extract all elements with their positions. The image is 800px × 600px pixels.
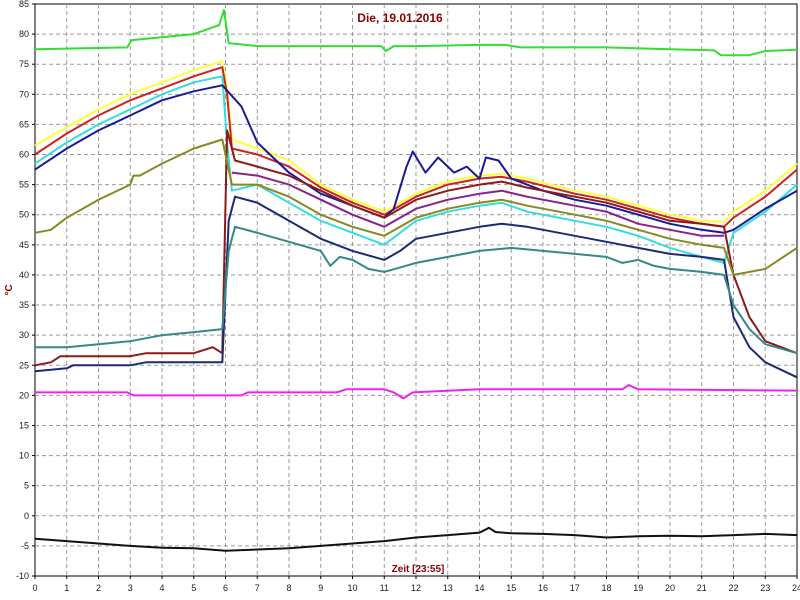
series-lines [34, 9, 798, 552]
y-tick-label: -5 [21, 541, 29, 551]
y-tick-label: 65 [19, 119, 29, 129]
x-tick-label: 13 [443, 583, 453, 593]
y-tick-label: 5 [24, 481, 29, 491]
series-line [35, 225, 798, 355]
y-axis-label: °C [4, 284, 15, 295]
y-tick-label: 70 [19, 89, 29, 99]
y-tick-label: 80 [19, 29, 29, 39]
y-tick-label: 35 [19, 300, 29, 310]
x-tick-label: 20 [665, 583, 675, 593]
y-tick-label: 50 [19, 210, 29, 220]
series-line [34, 138, 798, 276]
x-tick-label: 18 [601, 583, 611, 593]
y-tick-labels: -10 -5 0 5 10 15 20 25 30 35 40 45 50 55 60 65 70 75 80 85 [16, 0, 29, 581]
y-tick-label: 15 [19, 420, 29, 430]
x-tick-label: 22 [728, 583, 738, 593]
series-line [34, 84, 798, 234]
x-tick-label: 4 [159, 583, 164, 593]
x-axis-label: Zeit [23:55] [392, 564, 445, 575]
x-tick-label: 7 [255, 583, 260, 593]
series-line [231, 171, 724, 237]
x-tick-label: 8 [286, 583, 291, 593]
y-tick-label: 55 [19, 180, 29, 190]
y-tick-label: 30 [19, 330, 29, 340]
x-tick-label: 2 [96, 583, 101, 593]
x-tick-label: 11 [380, 583, 389, 593]
x-tick-label: 12 [411, 583, 421, 593]
x-tick-label: 9 [318, 583, 323, 593]
y-tick-label: 45 [19, 240, 29, 250]
x-tick-label: 14 [474, 583, 484, 593]
y-tick-label: 60 [19, 150, 29, 160]
x-tick-label: 24 [792, 583, 800, 593]
x-tick-label: 17 [570, 583, 580, 593]
x-tick-label: 21 [697, 583, 707, 593]
x-tick-label: 15 [506, 583, 516, 593]
x-tick-label: 3 [128, 583, 133, 593]
y-tick-label: 10 [19, 451, 29, 461]
series-line [34, 526, 798, 552]
y-tick-label: 85 [19, 0, 29, 9]
series-line [34, 9, 798, 57]
x-tick-labels: 0 1 2 3 4 5 6 7 8 9 10 11 12 13 14 15 16 17 18 19 20 21 22 23 24 [32, 583, 800, 593]
x-tick-label: 19 [633, 583, 643, 593]
y-tick-label: 20 [19, 390, 29, 400]
chart-title: Die, 19.01.2016 [357, 11, 443, 25]
series-line [34, 75, 798, 264]
series-line [34, 129, 798, 367]
series-line [34, 60, 798, 223]
series-line [34, 66, 798, 228]
x-tick-label: 5 [191, 583, 196, 593]
x-tick-label: 10 [347, 583, 357, 593]
series-line [34, 195, 798, 379]
series-line [35, 384, 798, 400]
x-tick-label: 6 [223, 583, 228, 593]
x-tick-label: 23 [760, 583, 770, 593]
y-tick-label: 40 [19, 270, 29, 280]
x-tick-label: 16 [538, 583, 548, 593]
x-tick-label: 1 [64, 583, 69, 593]
y-tick-label: 0 [24, 511, 29, 521]
y-tick-label: 75 [19, 59, 29, 69]
y-tick-label: 25 [19, 360, 29, 370]
x-tick-label: 0 [32, 583, 37, 593]
y-tick-label: -10 [16, 571, 29, 581]
